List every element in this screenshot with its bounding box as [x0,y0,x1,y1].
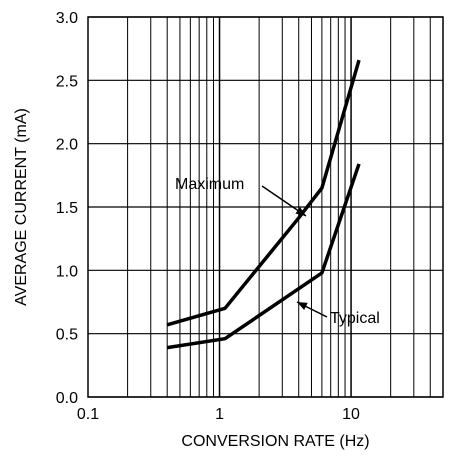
x-tick-label: 0.1 [77,406,99,423]
y-tick-label: 3.0 [56,10,78,27]
maximum-annotation-arrowhead [295,207,306,216]
y-tick-label: 1.0 [56,263,78,280]
y-tick-label: 2.0 [56,137,78,154]
maximum-annotation-label: Maximum [175,176,244,193]
annotation-layer: Maximum Typical [175,176,380,327]
typical-annotation-arrowhead [297,302,308,311]
y-tick-label: 1.5 [56,200,78,217]
series-line-maximum [166,59,361,327]
grid [88,16,443,398]
tick-labels: 0.0 0.5 1.0 1.5 2.0 2.5 3.0 0.1 1 10 [56,10,360,423]
y-tick-label: 0.5 [56,327,78,344]
typical-annotation-label: Typical [330,310,380,327]
y-tick-label: 0.0 [56,390,78,407]
x-axis-label: CONVERSION RATE (Hz) [181,433,369,450]
x-tick-label: 10 [342,406,360,423]
series-line-typical [166,163,361,350]
plot-frame [87,16,444,398]
y-tick-label: 2.5 [56,73,78,90]
series-layer [166,59,361,350]
y-axis-label: AVERAGE CURRENT (mA) [13,108,30,306]
x-tick-label: 1 [215,406,224,423]
